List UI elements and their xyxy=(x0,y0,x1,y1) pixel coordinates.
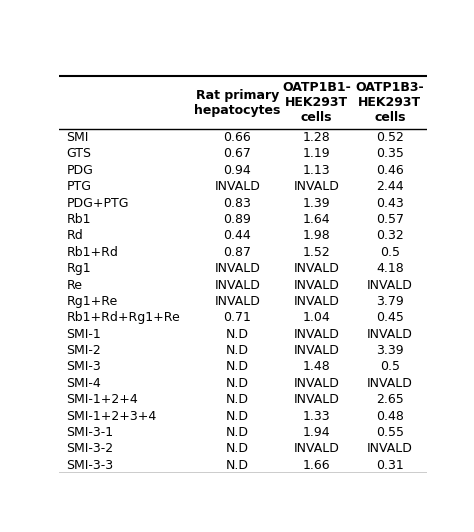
Text: INVALD: INVALD xyxy=(293,279,339,292)
Text: INVALD: INVALD xyxy=(367,443,413,455)
Text: Rd: Rd xyxy=(66,229,83,243)
Text: 1.52: 1.52 xyxy=(302,246,330,259)
Text: PDG: PDG xyxy=(66,164,93,177)
Text: INVALD: INVALD xyxy=(367,279,413,292)
Text: SMI-1+2+3+4: SMI-1+2+3+4 xyxy=(66,410,157,422)
Text: INVALD: INVALD xyxy=(293,295,339,308)
Text: 4.18: 4.18 xyxy=(376,262,404,275)
Text: 2.44: 2.44 xyxy=(376,180,404,193)
Text: SMI-3-3: SMI-3-3 xyxy=(66,459,114,472)
Text: SMI-4: SMI-4 xyxy=(66,377,101,390)
Text: INVALD: INVALD xyxy=(214,180,260,193)
Text: 1.33: 1.33 xyxy=(302,410,330,422)
Text: N.D: N.D xyxy=(226,459,249,472)
Text: 0.48: 0.48 xyxy=(376,410,404,422)
Text: 0.31: 0.31 xyxy=(376,459,404,472)
Text: INVALD: INVALD xyxy=(293,328,339,340)
Text: SMI-1: SMI-1 xyxy=(66,328,101,340)
Text: INVALD: INVALD xyxy=(293,393,339,406)
Text: Rat primary
hepatocytes: Rat primary hepatocytes xyxy=(194,89,281,117)
Text: 1.48: 1.48 xyxy=(302,361,330,373)
Text: N.D: N.D xyxy=(226,410,249,422)
Text: N.D: N.D xyxy=(226,443,249,455)
Text: 0.71: 0.71 xyxy=(223,311,251,325)
Text: OATP1B3-
HEK293T
cells: OATP1B3- HEK293T cells xyxy=(356,81,424,124)
Text: SMI-2: SMI-2 xyxy=(66,344,101,357)
Text: GTS: GTS xyxy=(66,147,91,161)
Text: SMI-3-2: SMI-3-2 xyxy=(66,443,114,455)
Text: SMI-3: SMI-3 xyxy=(66,361,101,373)
Text: 1.04: 1.04 xyxy=(302,311,330,325)
Text: 3.39: 3.39 xyxy=(376,344,404,357)
Text: INVALD: INVALD xyxy=(214,295,260,308)
Text: 0.32: 0.32 xyxy=(376,229,404,243)
Text: Rb1+Rd+Rg1+Re: Rb1+Rd+Rg1+Re xyxy=(66,311,180,325)
Text: 2.65: 2.65 xyxy=(376,393,404,406)
Text: 0.5: 0.5 xyxy=(380,361,400,373)
Text: 1.13: 1.13 xyxy=(302,164,330,177)
Text: OATP1B1-
HEK293T
cells: OATP1B1- HEK293T cells xyxy=(282,81,351,124)
Text: 0.46: 0.46 xyxy=(376,164,404,177)
Text: INVALD: INVALD xyxy=(214,262,260,275)
Text: 1.28: 1.28 xyxy=(302,131,330,144)
Text: 0.57: 0.57 xyxy=(376,213,404,226)
Text: INVALD: INVALD xyxy=(293,344,339,357)
Text: SMI: SMI xyxy=(66,131,89,144)
Text: Rb1+Rd: Rb1+Rd xyxy=(66,246,118,259)
Text: 0.89: 0.89 xyxy=(223,213,251,226)
Text: Rb1: Rb1 xyxy=(66,213,91,226)
Text: 0.87: 0.87 xyxy=(223,246,251,259)
Text: SMI-3-1: SMI-3-1 xyxy=(66,426,114,439)
Text: Re: Re xyxy=(66,279,82,292)
Text: 1.39: 1.39 xyxy=(302,197,330,210)
Text: INVALD: INVALD xyxy=(293,377,339,390)
Text: 0.55: 0.55 xyxy=(376,426,404,439)
Text: 0.5: 0.5 xyxy=(380,246,400,259)
Text: INVALD: INVALD xyxy=(293,262,339,275)
Text: INVALD: INVALD xyxy=(214,279,260,292)
Text: 1.98: 1.98 xyxy=(302,229,330,243)
Text: N.D: N.D xyxy=(226,344,249,357)
Text: N.D: N.D xyxy=(226,377,249,390)
Text: N.D: N.D xyxy=(226,361,249,373)
Text: 0.52: 0.52 xyxy=(376,131,404,144)
Text: PDG+PTG: PDG+PTG xyxy=(66,197,129,210)
Text: INVALD: INVALD xyxy=(293,180,339,193)
Text: INVALD: INVALD xyxy=(293,443,339,455)
Text: 0.44: 0.44 xyxy=(224,229,251,243)
Text: N.D: N.D xyxy=(226,393,249,406)
Text: 0.43: 0.43 xyxy=(376,197,404,210)
Text: Rg1: Rg1 xyxy=(66,262,91,275)
Text: 1.64: 1.64 xyxy=(302,213,330,226)
Text: 1.66: 1.66 xyxy=(302,459,330,472)
Text: 0.35: 0.35 xyxy=(376,147,404,161)
Text: 0.83: 0.83 xyxy=(223,197,251,210)
Text: N.D: N.D xyxy=(226,328,249,340)
Text: PTG: PTG xyxy=(66,180,91,193)
Text: 0.66: 0.66 xyxy=(224,131,251,144)
Text: SMI-1+2+4: SMI-1+2+4 xyxy=(66,393,138,406)
Text: Rg1+Re: Rg1+Re xyxy=(66,295,118,308)
Text: 0.45: 0.45 xyxy=(376,311,404,325)
Text: 1.19: 1.19 xyxy=(302,147,330,161)
Text: 1.94: 1.94 xyxy=(302,426,330,439)
Text: 0.67: 0.67 xyxy=(223,147,251,161)
Text: INVALD: INVALD xyxy=(367,328,413,340)
Text: N.D: N.D xyxy=(226,426,249,439)
Text: INVALD: INVALD xyxy=(367,377,413,390)
Text: 0.94: 0.94 xyxy=(224,164,251,177)
Text: 3.79: 3.79 xyxy=(376,295,404,308)
